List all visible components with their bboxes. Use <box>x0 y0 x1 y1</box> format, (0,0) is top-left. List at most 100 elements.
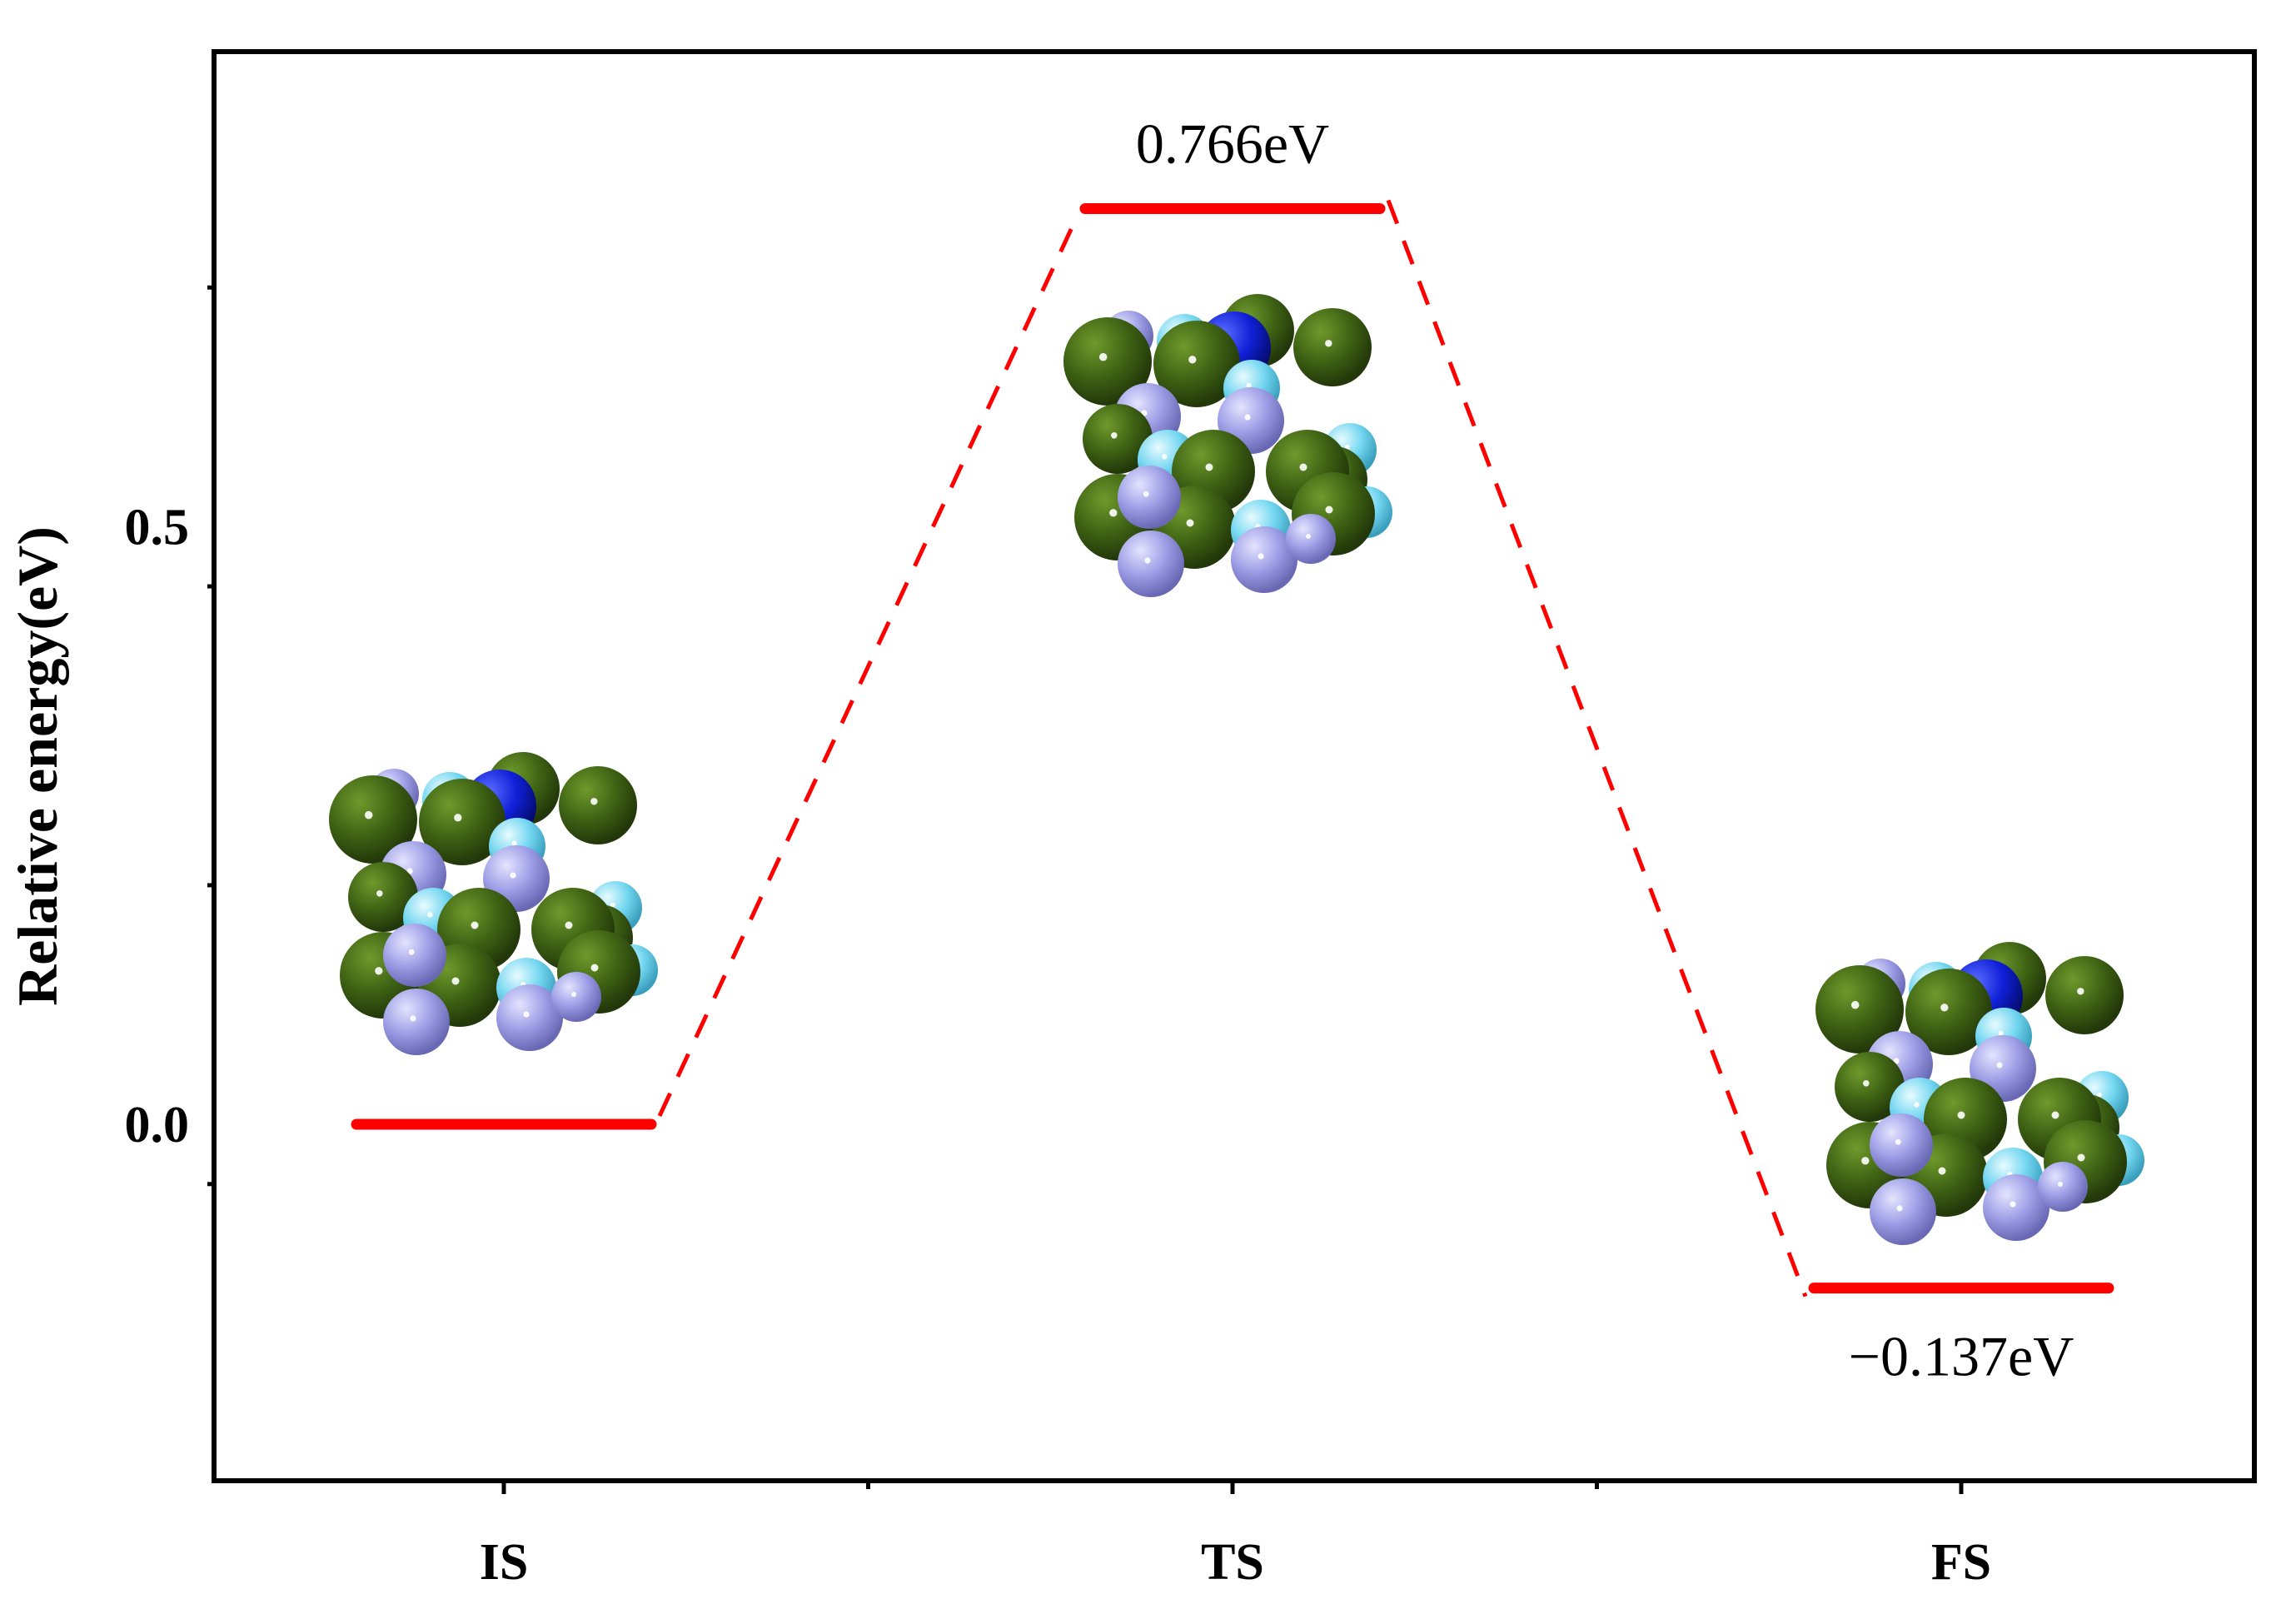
atom <box>2038 1162 2088 1212</box>
atom-highlight <box>451 977 460 985</box>
atom-highlight <box>427 912 433 918</box>
x-tick-label: FS <box>1931 1534 1991 1591</box>
atom <box>1231 526 1297 593</box>
atom-highlight <box>471 921 479 929</box>
atom <box>383 924 446 987</box>
atom <box>1870 1178 1936 1245</box>
atom-highlight <box>1896 1205 1903 1212</box>
atom-highlight <box>1344 444 1350 450</box>
structure-inset-fs <box>1815 942 2144 1245</box>
atom <box>1063 317 1152 406</box>
atom-highlight <box>408 949 415 955</box>
atom-highlight <box>2096 1092 2102 1098</box>
atom <box>559 766 637 844</box>
atom <box>1153 321 1240 407</box>
atom-highlight <box>590 964 599 972</box>
atom-highlight <box>1109 509 1118 517</box>
y-tick-label: 0.5 <box>125 499 190 555</box>
atom <box>419 779 506 865</box>
atom-highlight <box>1186 519 1194 527</box>
atom-highlight <box>410 1015 416 1022</box>
y-tick-labels: 0.0 0.5 <box>125 499 190 1153</box>
atom <box>551 972 601 1022</box>
atom-highlight <box>510 872 516 879</box>
atom <box>1870 1113 1933 1177</box>
x-tick-label: IS <box>480 1534 529 1591</box>
atom-highlight <box>1111 432 1118 439</box>
atom-highlight <box>1143 491 1149 497</box>
atom <box>383 989 450 1055</box>
atom-highlight <box>1098 352 1108 361</box>
atom-highlight <box>454 814 462 822</box>
atom-highlight <box>2077 988 2084 995</box>
atom-highlight <box>1940 1004 1949 1012</box>
atom-highlight <box>511 840 517 846</box>
atom-highlight <box>376 890 383 897</box>
atom-highlight <box>2058 1182 2063 1187</box>
atom <box>1293 308 1372 386</box>
atom-highlight <box>2051 1111 2059 1119</box>
atom-highlight <box>1246 382 1252 388</box>
atom-highlight <box>1141 410 1148 416</box>
atom-highlight <box>2010 1201 2016 1208</box>
atom-highlight <box>406 868 413 874</box>
connector-line <box>657 216 1079 1118</box>
energy-value-labels: 0.766eV −0.137eV <box>1136 112 2074 1387</box>
energy-levels <box>351 202 2114 1294</box>
atom-highlight <box>2077 1153 2085 1162</box>
atom <box>1983 1174 2049 1241</box>
atom-highlight <box>1998 1030 2004 1036</box>
atom <box>2045 956 2124 1034</box>
connector-lines <box>657 199 1808 1298</box>
atom <box>1905 969 1992 1055</box>
y-tick-label: 0.0 <box>125 1097 190 1153</box>
atom <box>1118 466 1181 529</box>
energy-value-label-fs: −0.137eV <box>1849 1325 2074 1388</box>
atom-highlight <box>1299 463 1307 471</box>
atom-highlight <box>590 798 598 805</box>
atom-highlight <box>565 921 573 929</box>
atom-highlight <box>571 992 576 997</box>
atom-highlight <box>1258 553 1264 560</box>
atom-highlight <box>523 1011 530 1018</box>
atom-highlight <box>1244 414 1251 421</box>
atom-highlight <box>1188 356 1197 364</box>
structure-inset-ts <box>1063 294 1392 597</box>
structure-insets <box>329 294 2144 1245</box>
x-tick-label: TS <box>1201 1534 1264 1591</box>
atom-highlight <box>1893 1058 1900 1064</box>
atom-highlight <box>1861 1157 1870 1165</box>
atom-highlight <box>1938 1167 1946 1175</box>
atom <box>1286 514 1336 564</box>
atom <box>1118 531 1184 597</box>
atom-highlight <box>1914 1102 1920 1108</box>
atom-highlight <box>1895 1138 1901 1145</box>
atom-highlight <box>1144 557 1151 564</box>
atom-highlight <box>364 810 373 819</box>
atom-highlight <box>1850 1000 1860 1009</box>
atom-highlight <box>610 902 615 908</box>
energy-value-label-ts: 0.766eV <box>1136 112 1329 175</box>
atom-highlight <box>1996 1062 2003 1068</box>
atom-highlight <box>1205 463 1213 471</box>
atom <box>348 862 418 932</box>
atom <box>496 984 563 1051</box>
structure-inset-is <box>329 752 658 1055</box>
x-axis-ticks <box>501 1481 1964 1494</box>
atom-highlight <box>1325 506 1333 514</box>
atom-highlight <box>1162 454 1168 460</box>
atom <box>1835 1052 1905 1122</box>
atom-highlight <box>1306 534 1311 539</box>
atom <box>329 775 417 864</box>
y-axis-title: Relative energy(eV) <box>6 526 69 1006</box>
atom-highlight <box>1957 1111 1965 1119</box>
x-tick-labels: IS TS FS <box>480 1534 1991 1591</box>
y-axis-ticks <box>207 285 214 1187</box>
atom-highlight <box>375 967 383 975</box>
atom <box>1083 404 1153 474</box>
atom-highlight <box>1863 1080 1870 1087</box>
atom-highlight <box>1325 340 1332 347</box>
atom <box>1815 965 1904 1054</box>
connector-line <box>1386 199 1808 1298</box>
